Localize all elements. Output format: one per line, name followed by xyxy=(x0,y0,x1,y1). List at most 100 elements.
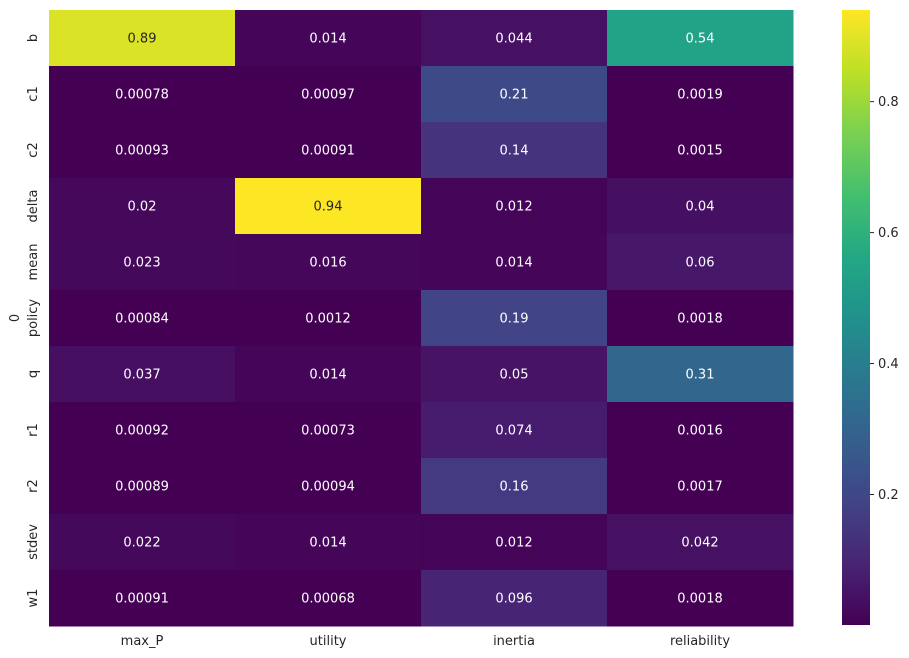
heatmap-cell-c2-max_P xyxy=(49,122,236,179)
y-tick-label-mean: mean xyxy=(26,244,41,281)
heatmap-cell-policy-utility xyxy=(235,290,422,347)
colorbar xyxy=(842,10,870,625)
cell-value-label: 0.31 xyxy=(686,368,715,383)
heatmap-cell-stdev-utility xyxy=(235,514,422,571)
cell-value-label: 0.00094 xyxy=(301,480,355,495)
cell-value-label: 0.00089 xyxy=(115,480,169,495)
heatmap-cell-stdev-inertia xyxy=(421,514,608,571)
heatmap-cell-b-reliability xyxy=(607,10,794,67)
colorbar-tick-label: 0.8 xyxy=(878,95,899,110)
cell-value-label: 0.00093 xyxy=(115,144,169,159)
cell-value-label: 0.89 xyxy=(128,32,157,47)
heatmap-cell-delta-reliability xyxy=(607,178,794,235)
heatmap-cells xyxy=(49,10,794,627)
heatmap-cell-r1-reliability xyxy=(607,402,794,459)
colorbar-gradient xyxy=(842,10,870,625)
cell-value-label: 0.012 xyxy=(495,200,532,215)
y-tick-label-policy: policy xyxy=(26,299,41,338)
x-tick-label-max_P: max_P xyxy=(121,634,164,649)
colorbar-tick-label: 0.2 xyxy=(878,488,899,503)
cell-value-label: 0.14 xyxy=(500,144,529,159)
heatmap-cell-r1-max_P xyxy=(49,402,236,459)
cell-value-label: 0.0018 xyxy=(677,312,723,327)
cell-value-label: 0.096 xyxy=(495,592,532,607)
heatmap-cell-q-reliability xyxy=(607,346,794,403)
heatmap-cell-mean-reliability xyxy=(607,234,794,291)
colorbar-tick-label: 0.4 xyxy=(878,357,899,372)
cell-value-label: 0.54 xyxy=(686,32,715,47)
cell-value-label: 0.00091 xyxy=(115,592,169,607)
cell-value-label: 0.00078 xyxy=(115,88,169,103)
heatmap-cell-b-utility xyxy=(235,10,422,67)
heatmap-cell-delta-utility xyxy=(235,178,422,235)
cell-value-label: 0.074 xyxy=(495,424,532,439)
cell-value-label: 0.014 xyxy=(309,32,346,47)
cell-value-label: 0.16 xyxy=(500,480,529,495)
heatmap-cell-c1-utility xyxy=(235,66,422,123)
cell-value-label: 0.016 xyxy=(309,256,346,271)
heatmap-cell-mean-max_P xyxy=(49,234,236,291)
heatmap-cell-r1-utility xyxy=(235,402,422,459)
heatmap-cell-stdev-reliability xyxy=(607,514,794,571)
heatmap-cell-r2-utility xyxy=(235,458,422,515)
cell-value-label: 0.00097 xyxy=(301,88,355,103)
cell-value-label: 0.0012 xyxy=(305,312,351,327)
heatmap-cell-r2-inertia xyxy=(421,458,608,515)
colorbar-tick-labels: 0.2 0.4 0.6 0.8 xyxy=(870,95,899,503)
cell-value-label: 0.037 xyxy=(123,368,160,383)
colorbar-tick-label: 0.6 xyxy=(878,226,899,241)
heatmap-cell-delta-inertia xyxy=(421,178,608,235)
heatmap-cell-stdev-max_P xyxy=(49,514,236,571)
x-tick-labels: max_P utility inertia reliability xyxy=(121,634,731,649)
cell-value-label: 0.04 xyxy=(686,200,715,215)
heatmap-cell-w1-reliability xyxy=(607,570,794,627)
heatmap-cell-delta-max_P xyxy=(49,178,236,235)
cell-value-label: 0.022 xyxy=(123,536,160,551)
heatmap-cell-w1-inertia xyxy=(421,570,608,627)
heatmap-cell-policy-reliability xyxy=(607,290,794,347)
cell-value-label: 0.0016 xyxy=(677,424,723,439)
cell-value-label: 0.0019 xyxy=(677,88,723,103)
x-tick-label-inertia: inertia xyxy=(493,634,535,649)
cell-value-label: 0.0015 xyxy=(677,144,723,159)
x-tick-label-reliability: reliability xyxy=(670,634,730,649)
y-tick-label-delta: delta xyxy=(26,190,41,223)
heatmap-cell-q-utility xyxy=(235,346,422,403)
y-tick-label-r1: r1 xyxy=(26,423,41,437)
cell-value-label: 0.0018 xyxy=(677,592,723,607)
heatmap-cell-r2-reliability xyxy=(607,458,794,515)
cell-value-label: 0.00092 xyxy=(115,424,169,439)
heatmap-cell-q-inertia xyxy=(421,346,608,403)
heatmap-cell-r1-inertia xyxy=(421,402,608,459)
cell-value-label: 0.042 xyxy=(681,536,718,551)
y-tick-label-r2: r2 xyxy=(26,479,41,493)
y-tick-label-c2: c2 xyxy=(26,142,41,157)
cell-value-label: 0.014 xyxy=(495,256,532,271)
cell-value-label: 0.02 xyxy=(128,200,157,215)
heatmap-cell-mean-utility xyxy=(235,234,422,291)
y-tick-label-q: q xyxy=(26,370,41,378)
heatmap-cell-c2-utility xyxy=(235,122,422,179)
cell-value-label: 0.00068 xyxy=(301,592,355,607)
cell-value-label: 0.014 xyxy=(309,368,346,383)
heatmap-cell-c2-inertia xyxy=(421,122,608,179)
cell-value-label: 0.94 xyxy=(314,200,343,215)
heatmap-cell-w1-max_P xyxy=(49,570,236,627)
heatmap-cell-w1-utility xyxy=(235,570,422,627)
x-tick-label-utility: utility xyxy=(310,634,347,649)
heatmap-cell-policy-max_P xyxy=(49,290,236,347)
heatmap-cell-b-inertia xyxy=(421,10,608,67)
heatmap-cell-c1-max_P xyxy=(49,66,236,123)
heatmap-cell-c1-inertia xyxy=(421,66,608,123)
cell-value-label: 0.014 xyxy=(309,536,346,551)
heatmap-cell-c1-reliability xyxy=(607,66,794,123)
cell-value-label: 0.00091 xyxy=(301,144,355,159)
cell-value-label: 0.023 xyxy=(123,256,160,271)
heatmap-cell-b-max_P xyxy=(49,10,236,67)
cell-value-label: 0.044 xyxy=(495,32,532,47)
y-tick-label-stdev: stdev xyxy=(26,524,41,560)
cell-value-label: 0.21 xyxy=(500,88,529,103)
cell-value-label: 0.0017 xyxy=(677,480,723,495)
cell-value-label: 0.00084 xyxy=(115,312,169,327)
